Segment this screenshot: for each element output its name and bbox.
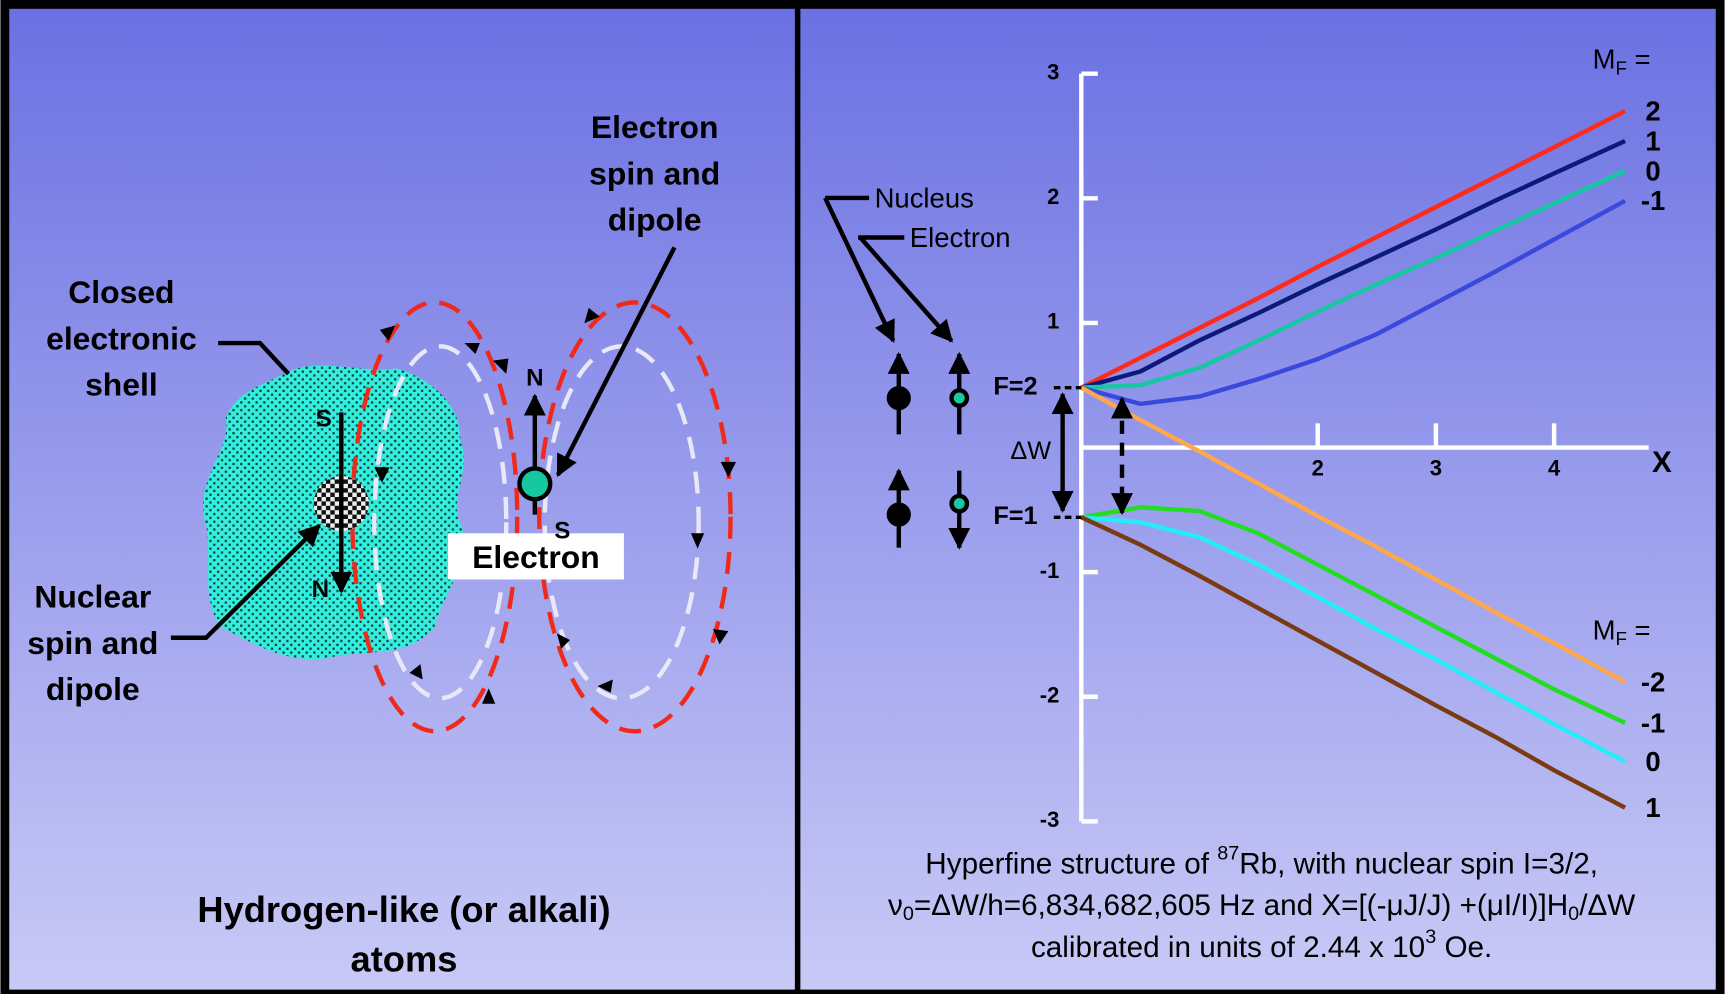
level-label: F=2 [993, 372, 1037, 400]
page: {"left_panel": { "shell_label": ["Closed… [0, 0, 1725, 994]
legend-title-part: = [1627, 44, 1651, 75]
legend-label: 0 [1645, 155, 1660, 186]
caption-part: 0 [903, 903, 914, 925]
shell-label: Closed [68, 274, 174, 310]
caption-part: 0 [1568, 903, 1579, 925]
level-label: F=1 [993, 502, 1037, 530]
pole-label: N [312, 576, 329, 603]
caption-line: Hyperfine structure of 87Rb, with nuclea… [925, 843, 1598, 881]
legend-label: 1 [1645, 792, 1660, 823]
caption-part: Oe. [1436, 931, 1492, 964]
y-tick-label: -1 [1040, 558, 1060, 583]
caption-part: calibrated in units of 2.44 x 10 [1031, 931, 1425, 964]
shell-label: shell [85, 366, 158, 402]
pole-label: N [526, 365, 543, 392]
x-axis-label: X [1652, 446, 1672, 479]
legend-label: -1 [1641, 185, 1665, 216]
x-tick-label: 2 [1312, 455, 1324, 480]
x-tick-label: 4 [1548, 455, 1561, 480]
nuclear-label: dipole [46, 671, 140, 707]
electron [519, 468, 550, 499]
spin-legend-label: Nucleus [875, 182, 974, 213]
slide: Closed electronic shell Nuclear spin and dipo… [0, 0, 1725, 994]
x-tick-label: 3 [1430, 455, 1442, 480]
y-tick-label: 2 [1047, 184, 1059, 209]
caption-part: ν [888, 889, 903, 922]
electron-spin-label: Electron [591, 109, 719, 145]
caption-part: /ΔW [1579, 889, 1635, 922]
legend-title-part: M [1593, 44, 1616, 75]
legend-title-part: F [1615, 57, 1626, 78]
legend-label: 1 [1645, 125, 1660, 156]
nuclear-label: spin and [27, 625, 158, 661]
caption-part: 87 [1217, 843, 1239, 865]
legend-title-part: = [1627, 615, 1651, 646]
pole-label: S [316, 405, 332, 432]
legend-title-part: F [1615, 628, 1626, 649]
legend-label: -1 [1641, 707, 1665, 738]
electron-spin-label: dipole [608, 202, 702, 238]
panel-title: Hydrogen-like (or alkali) [197, 889, 610, 930]
legend-label: -2 [1641, 666, 1665, 697]
caption-line: ν0=ΔW/h=6,834,682,605 Hz and X=[(-μJ/J) … [888, 889, 1635, 925]
caption-part: Hyperfine structure of [925, 847, 1217, 880]
pole-label: S [554, 518, 570, 545]
y-tick-label: -3 [1040, 807, 1060, 832]
caption-line: calibrated in units of 2.44 x 103 Oe. [1031, 926, 1492, 964]
electron-dot [952, 390, 967, 405]
legend-label: 2 [1645, 96, 1660, 127]
shell-label: electronic [46, 320, 197, 356]
y-tick-label: 3 [1047, 59, 1059, 84]
splitting-label: ΔW [1010, 437, 1051, 465]
caption-part: 3 [1425, 926, 1436, 948]
legend-label: 0 [1645, 746, 1660, 777]
nuclear-label: Nuclear [34, 579, 151, 615]
electron-label: Electron [472, 539, 600, 575]
caption-part: =ΔW/h=6,834,682,605 Hz and X=[(-μJ/J) +(… [914, 889, 1568, 922]
electron-dot [952, 496, 967, 511]
y-tick-label: -2 [1040, 683, 1060, 708]
y-tick-label: 1 [1047, 309, 1059, 334]
electron-spin-label: spin and [589, 155, 720, 191]
spin-legend-label: Electron [910, 222, 1011, 253]
panel-title: atoms [351, 939, 458, 980]
nucleus-dot [889, 388, 909, 408]
nucleus-dot [889, 505, 909, 525]
caption-part: Rb, with nuclear spin I=3/2, [1239, 847, 1598, 880]
legend-title-part: M [1593, 615, 1616, 646]
